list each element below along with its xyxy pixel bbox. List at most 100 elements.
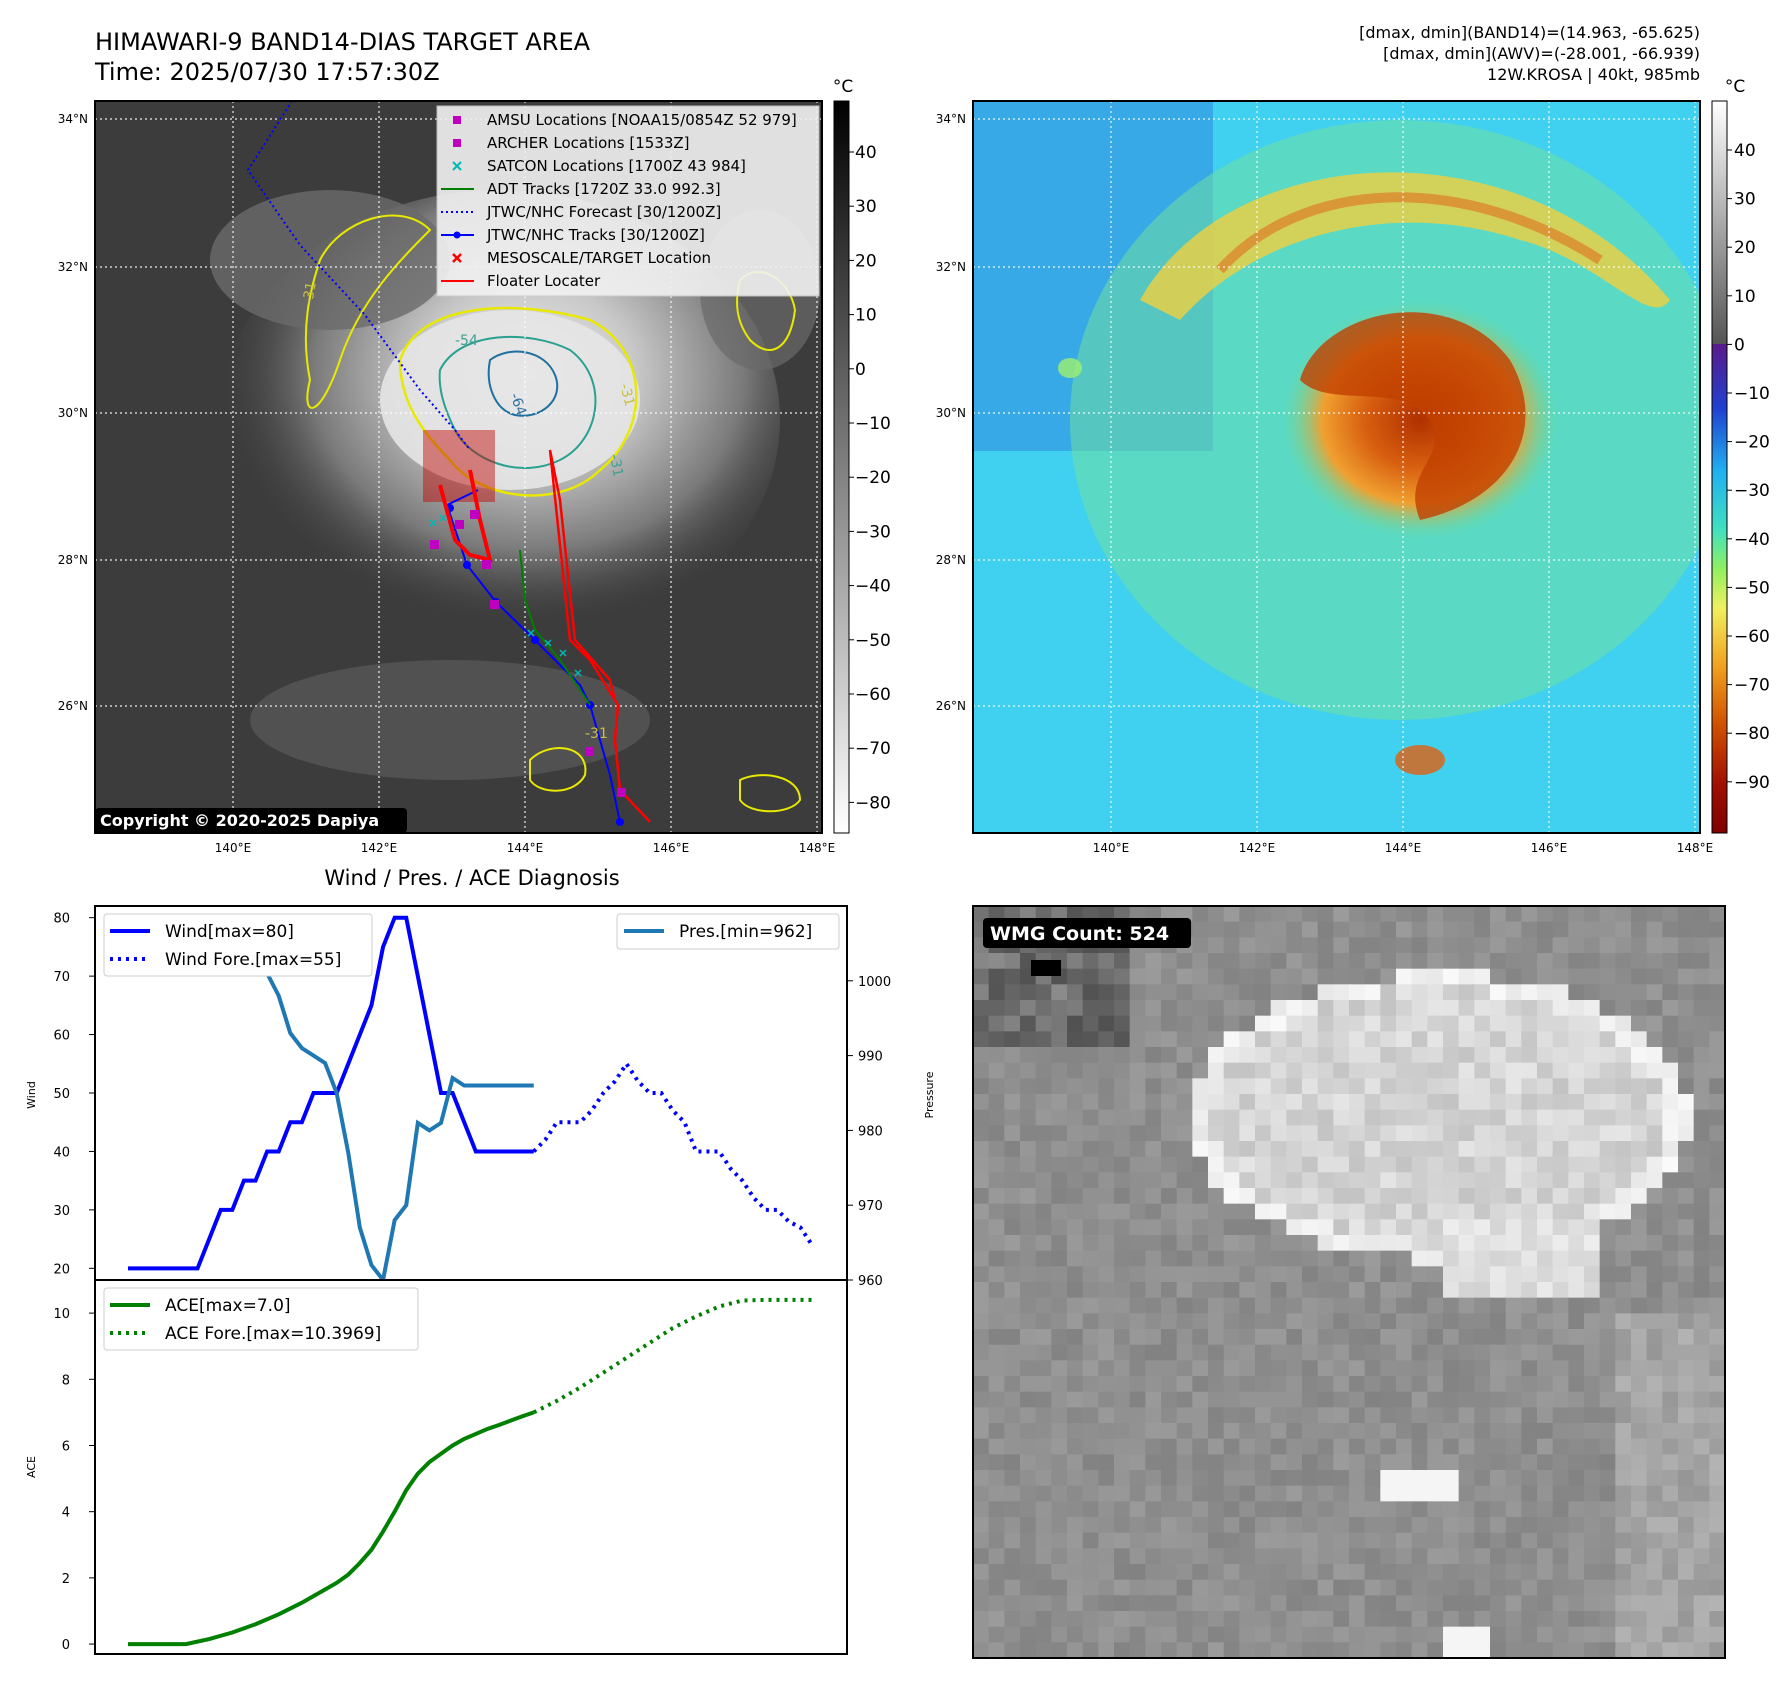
wmg-pixel: [1270, 1094, 1287, 1111]
wmg-pixel: [1474, 984, 1491, 1001]
wmg-pixel: [1615, 906, 1632, 923]
wmg-pixel: [1286, 1579, 1303, 1596]
lon-label: 144°E: [1385, 841, 1422, 855]
wmg-pixel: [1067, 968, 1084, 985]
wmg-pixel: [1208, 1344, 1225, 1361]
wmg-pixel: [1020, 1094, 1037, 1111]
wmg-pixel: [1145, 1125, 1162, 1142]
wmg-pixel: [1568, 1141, 1585, 1158]
wmg-pixel: [1631, 1078, 1648, 1095]
wmg-pixel: [1552, 1031, 1569, 1048]
wmg-pixel: [1537, 1000, 1554, 1017]
wmg-pixel: [973, 953, 990, 970]
wmg-pixel: [1411, 1391, 1428, 1408]
wmg-pixel: [1443, 1329, 1460, 1346]
wmg-pixel: [1427, 906, 1444, 923]
wmg-pixel: [1693, 1501, 1710, 1518]
wmg-pixel: [1161, 1626, 1178, 1643]
wmg-pixel: [1114, 1125, 1131, 1142]
wmg-pixel: [1490, 1015, 1507, 1032]
wmg-pixel: [1474, 1047, 1491, 1064]
wmg-pixel: [1270, 937, 1287, 954]
wmg-pixel: [1098, 1595, 1115, 1612]
wmg-pixel: [1208, 1626, 1225, 1643]
wmg-pixel: [1317, 1297, 1334, 1314]
wmg-pixel: [1678, 1454, 1695, 1471]
wmg-pixel: [1490, 1219, 1507, 1236]
wmg-pixel: [1631, 1172, 1648, 1189]
ace-tick-label: 8: [62, 1373, 70, 1388]
wmg-pixel: [1020, 1203, 1037, 1220]
wmg-pixel: [1490, 1000, 1507, 1017]
wmg-pixel: [1615, 1548, 1632, 1565]
wmg-pixel: [1662, 1517, 1679, 1534]
wmg-pixel: [1098, 1454, 1115, 1471]
wmg-pixel: [1192, 984, 1209, 1001]
wmg-pixel: [1082, 1517, 1099, 1534]
wmg-pixel: [1568, 1156, 1585, 1173]
wmg-pixel: [1396, 1548, 1413, 1565]
wmg-pixel: [1646, 1109, 1663, 1126]
wmg-pixel: [1599, 1532, 1616, 1549]
wmg-pixel: [1552, 1595, 1569, 1612]
wmg-pixel: [1035, 1250, 1052, 1267]
wmg-pixel: [1255, 1250, 1272, 1267]
wmg-pixel: [1020, 1485, 1037, 1502]
wmg-pixel: [1098, 1532, 1115, 1549]
wmg-pixel: [1035, 1595, 1052, 1612]
wmg-pixel: [1208, 1454, 1225, 1471]
wmg-pixel: [1082, 953, 1099, 970]
wmg-pixel: [1004, 1235, 1021, 1252]
wmg-pixel: [1051, 1094, 1068, 1111]
wmg-pixel: [1035, 1391, 1052, 1408]
wmg-pixel: [988, 1282, 1005, 1299]
wmg-pixel: [1161, 1360, 1178, 1377]
wmg-pixel: [1631, 1297, 1648, 1314]
wmg-pixel: [1192, 1156, 1209, 1173]
wmg-pixel: [1145, 968, 1162, 985]
wmg-pixel: [1568, 1109, 1585, 1126]
wmg-pixel: [1474, 1438, 1491, 1455]
wmg-pixel: [1208, 1000, 1225, 1017]
wmg-pixel: [1537, 1297, 1554, 1314]
wmg-pixel: [1223, 1109, 1240, 1126]
wmg-pixel: [1302, 1203, 1319, 1220]
wmg-pixel: [1051, 1141, 1068, 1158]
wmg-pixel: [1192, 1219, 1209, 1236]
wmg-pixel: [988, 1250, 1005, 1267]
wmg-pixel: [1176, 1344, 1193, 1361]
wmg-pixel: [1239, 1141, 1256, 1158]
wmg-pixel: [1286, 1015, 1303, 1032]
wmg-pixel: [1302, 1391, 1319, 1408]
wmg-pixel: [1176, 968, 1193, 985]
wmg-pixel: [1709, 1172, 1726, 1189]
wmg-pixel: [1411, 1141, 1428, 1158]
wmg-pixel: [1317, 1407, 1334, 1424]
wmg-pixel: [973, 1172, 990, 1189]
wmg-pixel: [1364, 1407, 1381, 1424]
wmg-pixel: [1067, 1423, 1084, 1440]
wmg-pixel: [1333, 1611, 1350, 1628]
wmg-pixel: [1396, 1438, 1413, 1455]
wmg-pixel: [988, 1297, 1005, 1314]
wmg-pixel: [1662, 1501, 1679, 1518]
wmg-pixel: [1035, 1219, 1052, 1236]
wmg-pixel: [1098, 1172, 1115, 1189]
wmg-pixel: [1286, 1423, 1303, 1440]
wmg-pixel: [1631, 1329, 1648, 1346]
wmg-pixel: [1490, 1626, 1507, 1643]
wmg-pixel: [1537, 1501, 1554, 1518]
wmg-pixel: [988, 1517, 1005, 1534]
wmg-pixel: [1270, 1376, 1287, 1393]
wmg-pixel: [1427, 1391, 1444, 1408]
wmg-pixel: [1693, 1078, 1710, 1095]
wmg-pixel: [1176, 1548, 1193, 1565]
wmg-pixel: [1098, 1360, 1115, 1377]
wmg-pixel: [1537, 1141, 1554, 1158]
wmg-pixel: [1584, 1313, 1601, 1330]
wmg-pixel: [1490, 1203, 1507, 1220]
wmg-pixel: [1223, 1407, 1240, 1424]
wmg-pixel: [1474, 1282, 1491, 1299]
wmg-pixel: [1615, 1470, 1632, 1487]
wmg-pixel: [1380, 1031, 1397, 1048]
